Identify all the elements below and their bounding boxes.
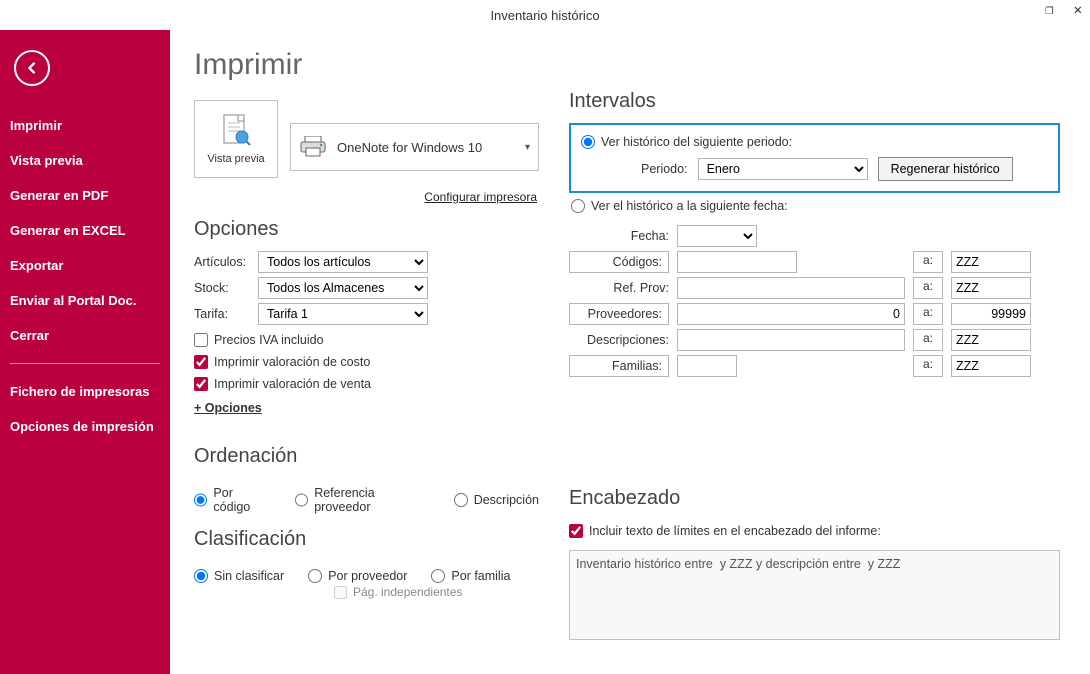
clas-prov-option[interactable]: Por proveedor (308, 569, 407, 583)
encabezado-textarea[interactable]: Inventario histórico entre y ZZZ y descr… (569, 550, 1060, 640)
opciones-title: Opciones (194, 218, 539, 241)
clas-sin-option[interactable]: Sin clasificar (194, 569, 284, 583)
fecha-radio-label: Ver el histórico a la siguiente fecha: (591, 199, 788, 213)
proveedores-label: Proveedores: (569, 303, 669, 325)
tarifa-label: Tarifa: (194, 307, 250, 321)
sidebar-item-cerrar[interactable]: Cerrar (0, 318, 170, 353)
sidebar: Imprimir Vista previa Generar en PDF Gen… (0, 30, 170, 674)
orden-descripcion-option[interactable]: Descripción (454, 493, 539, 507)
intervalos-title: Intervalos (569, 90, 1060, 113)
intervalos-highlight-box: Ver histórico del siguiente periodo: Per… (569, 123, 1060, 193)
stock-select[interactable]: Todos los Almacenes (258, 277, 428, 299)
page-title: Imprimir (194, 48, 539, 82)
precios-iva-label: Precios IVA incluido (214, 333, 324, 347)
tarifa-select[interactable]: Tarifa 1 (258, 303, 428, 325)
sidebar-item-vista-previa[interactable]: Vista previa (0, 143, 170, 178)
sidebar-item-pdf[interactable]: Generar en PDF (0, 178, 170, 213)
printer-select[interactable]: OneNote for Windows 10 ▾ (290, 123, 539, 171)
more-options-link[interactable]: + Opciones (194, 401, 539, 415)
orden-codigo-radio[interactable] (194, 493, 207, 507)
val-costo-checkbox[interactable] (194, 355, 208, 369)
periodo-select[interactable]: Enero (698, 158, 868, 180)
encabezado-title: Encabezado (569, 487, 1060, 510)
proveedores-to-input[interactable] (951, 303, 1031, 325)
fecha-label: Fecha: (569, 229, 669, 243)
printer-icon (299, 136, 327, 158)
orden-refprov-radio[interactable] (295, 493, 308, 507)
document-preview-icon (220, 113, 252, 149)
desc-from-input[interactable] (677, 329, 905, 351)
chevron-down-icon: ▾ (525, 142, 530, 153)
familias-label: Familias: (569, 355, 669, 377)
articulos-label: Artículos: (194, 255, 250, 269)
periodo-radio-label: Ver histórico del siguiente periodo: (601, 135, 792, 149)
desc-a-label: a: (913, 329, 943, 351)
sidebar-separator (10, 363, 160, 364)
arrow-left-icon (23, 59, 41, 77)
refprov-label: Ref. Prov: (569, 281, 669, 295)
sidebar-item-opciones-impresion[interactable]: Opciones de impresión (0, 409, 170, 444)
sidebar-item-exportar[interactable]: Exportar (0, 248, 170, 283)
regenerar-button[interactable]: Regenerar histórico (878, 157, 1013, 181)
pag-indep-label: Pág. independientes (353, 585, 462, 599)
vista-previa-button[interactable]: Vista previa (194, 100, 278, 178)
articulos-select[interactable]: Todos los artículos (258, 251, 428, 273)
val-venta-checkbox[interactable] (194, 377, 208, 391)
vista-previa-label: Vista previa (207, 153, 264, 165)
refprov-to-input[interactable] (951, 277, 1031, 299)
window-restore-button[interactable]: ❐ (1041, 0, 1057, 20)
ordenacion-title: Ordenación (194, 445, 539, 468)
sidebar-item-portal[interactable]: Enviar al Portal Doc. (0, 283, 170, 318)
pag-indep-checkbox (334, 586, 347, 599)
titlebar: Inventario histórico ❐ ✕ (0, 0, 1090, 30)
val-venta-label: Imprimir valoración de venta (214, 377, 371, 391)
fecha-radio[interactable] (571, 199, 585, 213)
refprov-from-input[interactable] (677, 277, 905, 299)
configure-printer-link[interactable]: Configurar impresora (194, 190, 537, 204)
orden-descripcion-radio[interactable] (454, 493, 468, 507)
fam-a-label: a: (913, 355, 943, 377)
desc-to-input[interactable] (951, 329, 1031, 351)
sidebar-item-imprimir[interactable]: Imprimir (0, 108, 170, 143)
incluir-encabezado-label: Incluir texto de límites en el encabezad… (589, 524, 881, 538)
val-costo-label: Imprimir valoración de costo (214, 355, 370, 369)
precios-iva-checkbox[interactable] (194, 333, 208, 347)
clas-prov-radio[interactable] (308, 569, 322, 583)
fecha-select[interactable] (677, 225, 757, 247)
fam-from-input[interactable] (677, 355, 737, 377)
proveedores-a-label: a: (913, 303, 943, 325)
orden-refprov-option[interactable]: Referencia proveedor (295, 486, 430, 514)
fam-to-input[interactable] (951, 355, 1031, 377)
descripciones-label: Descripciones: (569, 333, 669, 347)
clas-sin-radio[interactable] (194, 569, 208, 583)
codigos-from-input[interactable] (677, 251, 797, 273)
refprov-a-label: a: (913, 277, 943, 299)
stock-label: Stock: (194, 281, 250, 295)
periodo-label: Periodo: (641, 162, 688, 176)
clasificacion-title: Clasificación (194, 528, 539, 551)
orden-codigo-option[interactable]: Por código (194, 486, 271, 514)
back-button[interactable] (14, 50, 50, 86)
window-close-button[interactable]: ✕ (1070, 0, 1086, 20)
window-title: Inventario histórico (490, 8, 599, 23)
clas-fam-radio[interactable] (431, 569, 445, 583)
sidebar-item-impresoras[interactable]: Fichero de impresoras (0, 374, 170, 409)
proveedores-from-input[interactable] (677, 303, 905, 325)
clas-fam-option[interactable]: Por familia (431, 569, 510, 583)
incluir-encabezado-checkbox[interactable] (569, 524, 583, 538)
codigos-to-input[interactable] (951, 251, 1031, 273)
sidebar-item-excel[interactable]: Generar en EXCEL (0, 213, 170, 248)
codigos-a-label: a: (913, 251, 943, 273)
printer-name: OneNote for Windows 10 (337, 140, 482, 155)
codigos-label: Códigos: (569, 251, 669, 273)
periodo-radio[interactable] (581, 135, 595, 149)
